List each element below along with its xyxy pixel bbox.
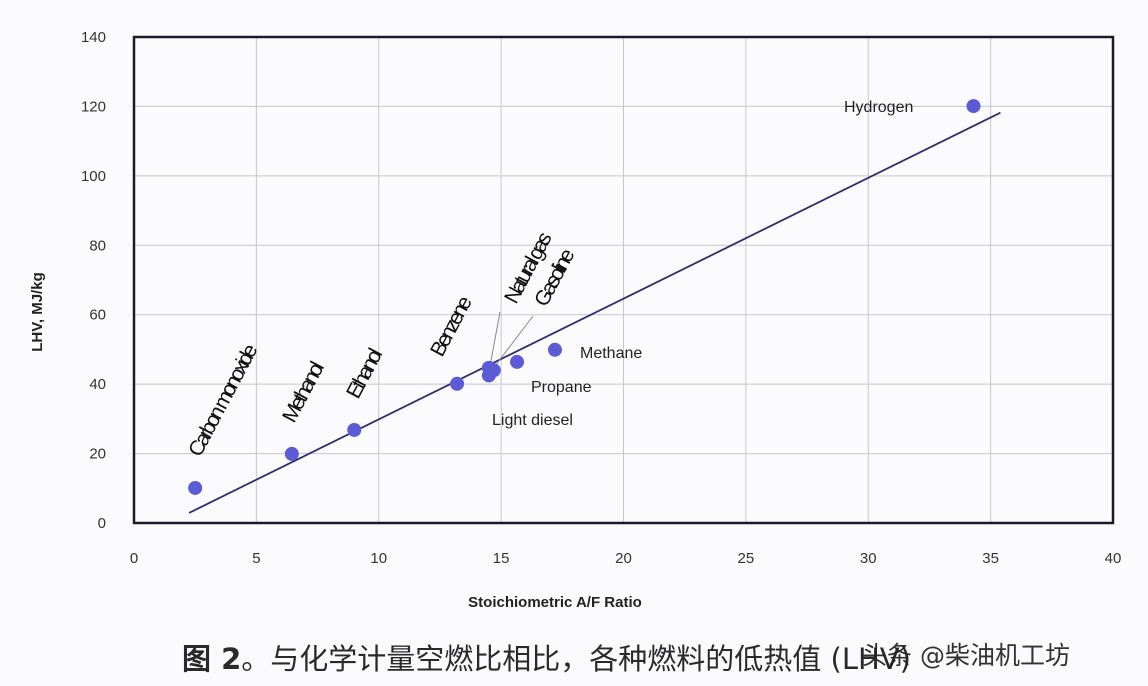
data-point	[284, 446, 299, 461]
data-point	[188, 480, 203, 495]
data-point	[547, 342, 562, 357]
x-tick-label: 20	[615, 550, 632, 567]
y-tick-label: 140	[81, 29, 106, 46]
point-label: Propane	[531, 379, 592, 396]
figure-number: 图 2	[182, 642, 242, 676]
point-label: Light diesel	[492, 412, 573, 429]
data-point	[481, 368, 496, 383]
x-tick-label: 5	[252, 550, 260, 567]
x-axis-ticks: 0 5 10 15 20 25 30 35 40	[130, 550, 1122, 567]
data-point	[966, 99, 981, 114]
y-tick-label: 40	[89, 376, 106, 393]
data-point	[510, 354, 525, 369]
y-axis-ticks: 0 20 40 60 80 100 120 140	[81, 29, 106, 532]
x-tick-label: 35	[982, 550, 999, 567]
point-label: Hydrogen	[844, 99, 913, 116]
data-points	[188, 99, 981, 495]
watermark: 头条 @柴油机工坊	[862, 641, 1070, 670]
caption-text: 。与化学计量空燃比相比，各种燃料的低热值 (LHV)	[241, 642, 911, 676]
x-axis-title: Stoichiometric A/F Ratio	[468, 594, 642, 611]
y-tick-label: 120	[81, 98, 106, 115]
x-tick-label: 10	[370, 550, 387, 567]
data-point	[347, 422, 362, 437]
point-label: Ethanol	[342, 345, 387, 402]
y-tick-label: 20	[89, 446, 106, 463]
y-tick-label: 80	[89, 237, 106, 254]
point-label: Benzene	[426, 293, 476, 361]
y-axis-title: LHV, MJ/kg	[29, 272, 46, 351]
x-tick-label: 15	[493, 550, 510, 567]
point-label: Carbon monoxide	[184, 341, 262, 460]
point-label: Methanol	[278, 358, 329, 426]
x-tick-label: 30	[860, 550, 877, 567]
grid-lines	[134, 37, 1113, 523]
figure-caption: 图 2。与化学计量空燃比相比，各种燃料的低热值 (LHV)	[182, 636, 911, 678]
leader-lines	[489, 311, 534, 371]
x-tick-label: 0	[130, 550, 138, 567]
point-labels: Carbon monoxide Methanol EthanolBenzeneNat…	[184, 99, 913, 460]
trend-line	[188, 111, 1001, 514]
y-tick-label: 100	[81, 168, 106, 185]
y-tick-label: 60	[89, 307, 106, 324]
plot-frame	[132, 35, 1115, 525]
y-tick-label: 0	[98, 515, 106, 532]
data-point	[450, 376, 465, 391]
point-label: Methane	[580, 345, 642, 362]
x-tick-label: 25	[738, 550, 755, 567]
x-tick-label: 40	[1105, 550, 1122, 567]
